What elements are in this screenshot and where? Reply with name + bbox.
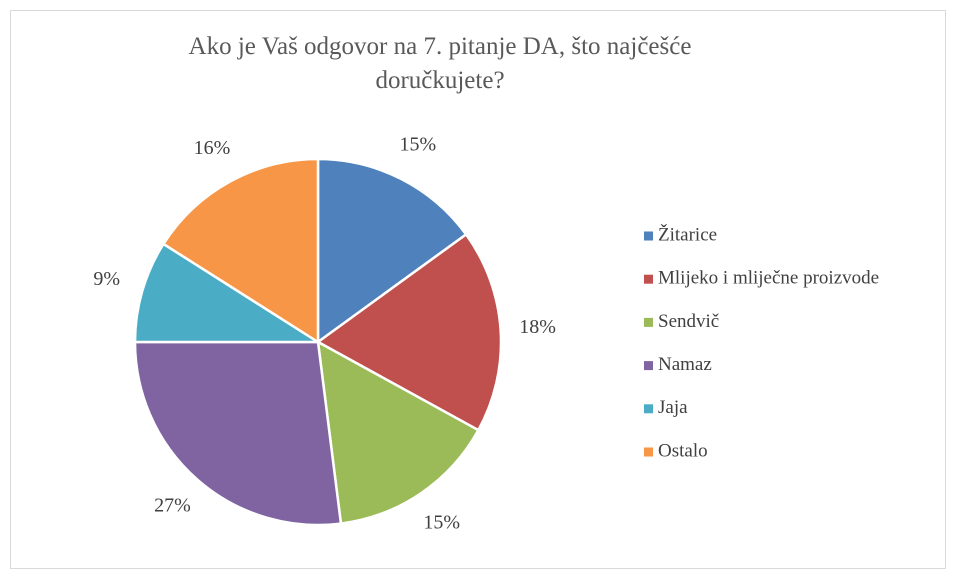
chart-border: [10, 10, 946, 569]
legend-swatch: [644, 317, 653, 327]
pie-slice: [315, 232, 503, 432]
pie-slice: [316, 157, 468, 345]
pie-slice: [133, 340, 343, 527]
data-label: 15%: [423, 512, 460, 534]
legend-swatch: [644, 404, 653, 414]
data-label: 15%: [400, 134, 437, 156]
data-label: 16%: [194, 137, 231, 159]
legend-label: Ostalo: [658, 440, 708, 461]
legend-label: Namaz: [658, 354, 712, 375]
pie-slice: [316, 339, 481, 525]
pie-slice: [161, 157, 320, 345]
data-label: 9%: [93, 268, 120, 290]
legend-label: Mlijeko i mliječne proizvode: [658, 268, 879, 289]
legend-swatch: [644, 274, 653, 284]
legend-swatch: [644, 361, 653, 371]
legend-swatch: [644, 231, 653, 241]
data-label: 18%: [519, 316, 556, 338]
chart-title: Ako je Vaš odgovor na 7. pitanje DA, što…: [188, 33, 692, 94]
legend-label: Žitarice: [658, 223, 717, 245]
legend-label: Sendvič: [658, 311, 719, 332]
data-label: 27%: [154, 495, 191, 517]
legend-swatch: [644, 447, 653, 457]
pie-slice: [133, 242, 323, 344]
legend-label: Jaja: [658, 397, 688, 418]
